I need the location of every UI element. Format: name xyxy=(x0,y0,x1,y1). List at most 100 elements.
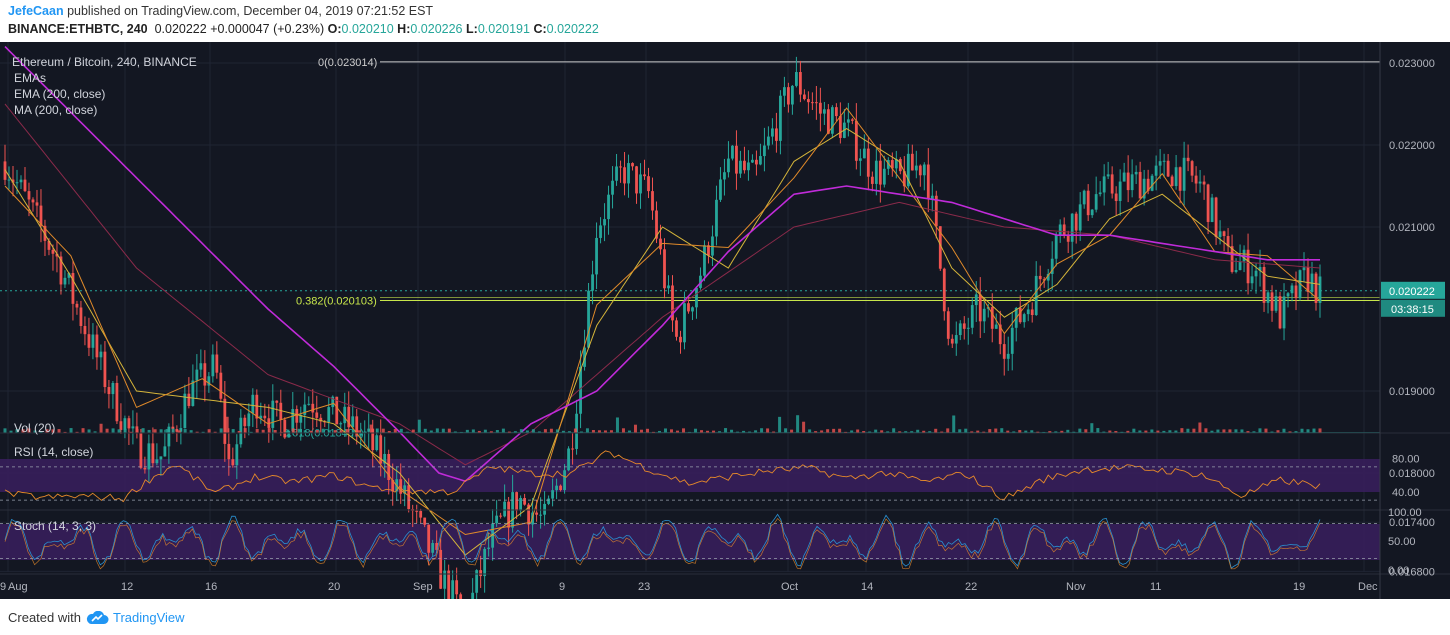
candle xyxy=(499,515,503,517)
candle xyxy=(627,163,630,184)
candle xyxy=(547,498,550,504)
volume-bar xyxy=(603,430,607,433)
volume-bar xyxy=(633,424,637,433)
candle xyxy=(878,160,882,185)
candle xyxy=(11,179,15,183)
candle xyxy=(890,160,894,169)
candle xyxy=(727,158,730,173)
volume-bar xyxy=(99,423,103,433)
candle xyxy=(71,273,75,304)
candle xyxy=(1154,165,1158,176)
author-link[interactable]: JefeCaan xyxy=(8,4,64,18)
volume-bar xyxy=(826,429,830,433)
published-text: published on TradingView.com, December 0… xyxy=(67,4,434,18)
legend-rsi[interactable]: RSI (14, close) xyxy=(14,445,93,459)
candle xyxy=(567,448,570,471)
chart-area[interactable]: 0(0.023014) 0.382(0.020103) 0.618(0.018491… xyxy=(0,42,1450,632)
legend-ma200[interactable]: MA (200, close) xyxy=(14,103,97,117)
candle xyxy=(431,543,435,553)
candle xyxy=(1038,275,1042,280)
candle xyxy=(1218,231,1222,237)
candle xyxy=(83,326,87,335)
candle xyxy=(767,136,770,146)
candle xyxy=(1106,174,1110,177)
rsi-line xyxy=(4,450,1321,503)
volume-bar xyxy=(1072,431,1076,433)
time-tick-label: 11 xyxy=(1150,581,1161,593)
chart-canvas[interactable]: 0(0.023014)0.382(0.020103)0.618(0.018491… xyxy=(0,42,1450,632)
volume-bar xyxy=(189,430,193,433)
candle xyxy=(846,119,850,123)
candle xyxy=(247,413,251,427)
candle xyxy=(966,327,970,329)
stoch-k-line xyxy=(4,513,1321,569)
low-label: L: xyxy=(466,22,478,36)
legend-emas[interactable]: EMAs xyxy=(14,71,46,85)
volume-bar xyxy=(946,428,950,433)
candle xyxy=(679,336,682,343)
tradingview-brand-link[interactable]: TradingView xyxy=(112,610,185,625)
volume-bar xyxy=(327,430,331,433)
candle xyxy=(922,164,926,176)
volume-bar xyxy=(706,430,710,433)
candle xyxy=(1290,285,1294,294)
candle xyxy=(1102,176,1106,193)
candle xyxy=(759,156,762,165)
candle xyxy=(571,448,574,450)
candle xyxy=(882,168,886,185)
candle xyxy=(155,459,159,464)
candle xyxy=(838,116,842,138)
volume-bar xyxy=(1198,422,1202,433)
candle xyxy=(203,363,207,386)
volume-bar xyxy=(507,431,511,433)
created-with-label: Created with xyxy=(8,610,81,625)
candle xyxy=(1150,175,1154,191)
volume-bar xyxy=(898,431,902,433)
candle xyxy=(1098,192,1102,195)
candle xyxy=(982,308,986,322)
candle xyxy=(131,426,135,429)
volume-bar xyxy=(3,428,7,433)
candle xyxy=(667,285,670,289)
stoch-d-line xyxy=(4,517,1321,570)
volume-bar xyxy=(748,431,752,433)
volume-bar xyxy=(1096,428,1100,433)
time-tick-label: Sep xyxy=(413,581,433,593)
price-tick-label: 0.019000 xyxy=(1389,386,1435,398)
candle xyxy=(23,179,27,192)
volume-bar xyxy=(1006,430,1010,433)
candle xyxy=(802,94,806,100)
volume-bar xyxy=(1114,431,1118,433)
candle xyxy=(1066,234,1070,242)
candle xyxy=(1126,172,1130,191)
volume-bar xyxy=(958,429,962,433)
legend-stoch[interactable]: Stoch (14, 3, 3) xyxy=(14,519,96,533)
candle xyxy=(443,570,447,589)
volume-bar xyxy=(105,428,109,433)
candle xyxy=(403,485,407,494)
volume-bar xyxy=(1036,431,1040,433)
candle xyxy=(854,120,858,161)
legend-volume[interactable]: Vol (20) xyxy=(14,421,55,435)
candle xyxy=(559,485,562,491)
legend-ema200[interactable]: EMA (200, close) xyxy=(14,87,105,101)
volume-bar xyxy=(952,415,956,433)
candle xyxy=(926,164,930,200)
volume-bar xyxy=(345,429,349,433)
volume-bar xyxy=(1018,430,1022,433)
candle xyxy=(275,400,279,403)
candle xyxy=(251,394,255,414)
volume-bar xyxy=(453,431,457,433)
candle xyxy=(79,307,83,327)
candle xyxy=(607,194,610,220)
volume-bar xyxy=(1042,431,1046,433)
volume-bar xyxy=(988,429,992,433)
candle xyxy=(475,570,479,593)
candle xyxy=(1026,309,1030,315)
price-value: 0.020222 xyxy=(154,22,207,36)
price-tick-label: 0.021000 xyxy=(1389,222,1435,234)
candle xyxy=(695,287,698,308)
candle xyxy=(1118,181,1122,202)
volume-bar xyxy=(285,430,289,433)
volume-bar xyxy=(93,431,97,433)
